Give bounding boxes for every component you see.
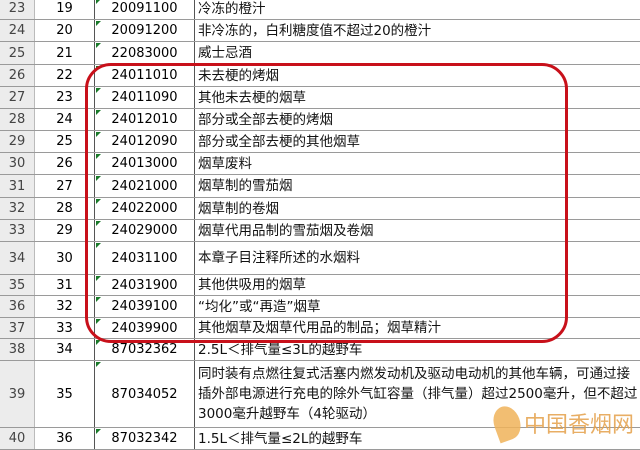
- row-number[interactable]: 33: [0, 220, 35, 241]
- watermark-text: 中国香烟网: [523, 413, 634, 438]
- cell-code[interactable]: 24011010: [95, 65, 195, 86]
- cell-description[interactable]: 其他烟草及烟草代用品的制品；烟草精汁: [198, 320, 441, 336]
- row-number[interactable]: 38: [0, 339, 35, 360]
- cell-description[interactable]: 其他未去梗的烟草: [198, 89, 306, 106]
- cell-description[interactable]: 冷冻的橙汁: [198, 0, 266, 17]
- cell-code[interactable]: 24011090: [95, 87, 195, 108]
- cell-code[interactable]: 24012090: [95, 131, 195, 152]
- table-row: 36 32 24039100 “均化”或“再造”烟草: [0, 296, 640, 318]
- cell-code[interactable]: 24029000: [95, 220, 195, 241]
- row-number[interactable]: 39: [0, 361, 35, 427]
- table-row: 31 27 24021000 烟草制的雪茄烟: [0, 175, 640, 198]
- cell-code[interactable]: 24021000: [95, 175, 195, 197]
- cell-index[interactable]: 24: [35, 109, 95, 130]
- cell-index[interactable]: 34: [35, 339, 95, 360]
- cell-code[interactable]: 24012010: [95, 109, 195, 130]
- cell-index[interactable]: 32: [35, 296, 95, 317]
- cell-code[interactable]: 24039100: [95, 296, 195, 317]
- row-number[interactable]: 26: [0, 65, 35, 86]
- row-number[interactable]: 24: [0, 20, 35, 41]
- cell-code[interactable]: 87032342: [95, 428, 195, 449]
- row-number[interactable]: 30: [0, 153, 35, 174]
- row-number[interactable]: 35: [0, 275, 35, 295]
- cell-code[interactable]: 24031900: [95, 275, 195, 295]
- cell-description[interactable]: 部分或全部去梗的其他烟草: [198, 133, 360, 150]
- table-row: 29 25 24012090 部分或全部去梗的其他烟草: [0, 131, 640, 153]
- table-row: 35 31 24031900 其他供吸用的烟草: [0, 275, 640, 296]
- row-number[interactable]: 37: [0, 318, 35, 338]
- cell-index[interactable]: 30: [35, 242, 95, 274]
- row-number[interactable]: 25: [0, 42, 35, 64]
- cell-code[interactable]: 87034052: [95, 361, 195, 427]
- cell-description[interactable]: 烟草代用品制的雪茄烟及卷烟: [198, 222, 374, 239]
- cell-description[interactable]: 威士忌酒: [198, 45, 252, 61]
- cell-description[interactable]: 烟草制的卷烟: [198, 200, 279, 217]
- table-row: 30 26 24013000 烟草废料: [0, 153, 640, 175]
- cell-description[interactable]: “均化”或“再造”烟草: [198, 298, 321, 315]
- cell-description[interactable]: 部分或全部去梗的烤烟: [198, 111, 333, 128]
- table-row: 32 28 24022000 烟草制的卷烟: [0, 198, 640, 220]
- cell-index[interactable]: 35: [35, 361, 95, 427]
- table-row: 27 23 24011090 其他未去梗的烟草: [0, 87, 640, 109]
- cell-code[interactable]: 24013000: [95, 153, 195, 174]
- cell-description[interactable]: 未去梗的烤烟: [198, 67, 279, 84]
- table-row: 24 20 20091200 非冷冻的，白利糖度值不超过20的橙汁: [0, 20, 640, 42]
- cell-code[interactable]: 20091200: [95, 20, 195, 41]
- row-number[interactable]: 29: [0, 131, 35, 152]
- cell-description[interactable]: 烟草制的雪茄烟: [198, 178, 293, 194]
- cell-description[interactable]: 非冷冻的，白利糖度值不超过20的橙汁: [198, 22, 432, 39]
- cell-code[interactable]: 24022000: [95, 198, 195, 219]
- watermark: 中国香烟网: [488, 402, 634, 444]
- cell-index[interactable]: 25: [35, 131, 95, 152]
- cell-code[interactable]: 24039900: [95, 318, 195, 338]
- row-number[interactable]: 28: [0, 109, 35, 130]
- row-number[interactable]: 27: [0, 87, 35, 108]
- table-row: 25 21 22083000 威士忌酒: [0, 42, 640, 65]
- cell-description[interactable]: 其他供吸用的烟草: [198, 277, 306, 293]
- table-row: 28 24 24012010 部分或全部去梗的烤烟: [0, 109, 640, 131]
- cell-index[interactable]: 19: [35, 0, 95, 19]
- row-number[interactable]: 23: [0, 0, 35, 19]
- cell-index[interactable]: 26: [35, 153, 95, 174]
- cell-index[interactable]: 33: [35, 318, 95, 338]
- row-number[interactable]: 32: [0, 198, 35, 219]
- cell-index[interactable]: 20: [35, 20, 95, 41]
- cell-description[interactable]: 本章子目注释所述的水烟料: [198, 250, 360, 266]
- cell-index[interactable]: 28: [35, 198, 95, 219]
- cell-code[interactable]: 20091100: [95, 0, 195, 19]
- cell-index[interactable]: 27: [35, 175, 95, 197]
- row-number[interactable]: 34: [0, 242, 35, 274]
- cell-code[interactable]: 22083000: [95, 42, 195, 64]
- cell-index[interactable]: 21: [35, 42, 95, 64]
- table-row: 33 29 24029000 烟草代用品制的雪茄烟及卷烟: [0, 220, 640, 242]
- table-row: 37 33 24039900 其他烟草及烟草代用品的制品；烟草精汁: [0, 318, 640, 339]
- table-row: 26 22 24011010 未去梗的烤烟: [0, 65, 640, 87]
- row-number[interactable]: 40: [0, 428, 35, 449]
- cell-code[interactable]: 87032362: [95, 339, 195, 360]
- cell-description[interactable]: 2.5L＜排气量≤3L的越野车: [198, 341, 363, 358]
- table-row: 34 30 24031100 本章子目注释所述的水烟料: [0, 242, 640, 275]
- row-number[interactable]: 31: [0, 175, 35, 197]
- cell-code[interactable]: 24031100: [95, 242, 195, 274]
- cell-index[interactable]: 31: [35, 275, 95, 295]
- table-row: 23 19 20091100 冷冻的橙汁: [0, 0, 640, 20]
- cell-index[interactable]: 22: [35, 65, 95, 86]
- table-row: 39 35 87034052 同时装有点燃往复式活塞内燃发动机及驱动电动机的其他车辆，…: [0, 361, 640, 428]
- cell-description[interactable]: 同时装有点燃往复式活塞内燃发动机及驱动电动机的其他车辆，可通过接插外部电源进行充…: [198, 366, 638, 422]
- cell-index[interactable]: 23: [35, 87, 95, 108]
- cell-description[interactable]: 烟草废料: [198, 155, 252, 172]
- table-row: 38 34 87032362 2.5L＜排气量≤3L的越野车: [0, 339, 640, 361]
- row-number[interactable]: 36: [0, 296, 35, 317]
- cell-description[interactable]: 1.5L＜排气量≤2L的越野车: [198, 430, 363, 447]
- cell-index[interactable]: 36: [35, 428, 95, 449]
- leaf-logo-icon: [488, 402, 526, 444]
- cell-index[interactable]: 29: [35, 220, 95, 241]
